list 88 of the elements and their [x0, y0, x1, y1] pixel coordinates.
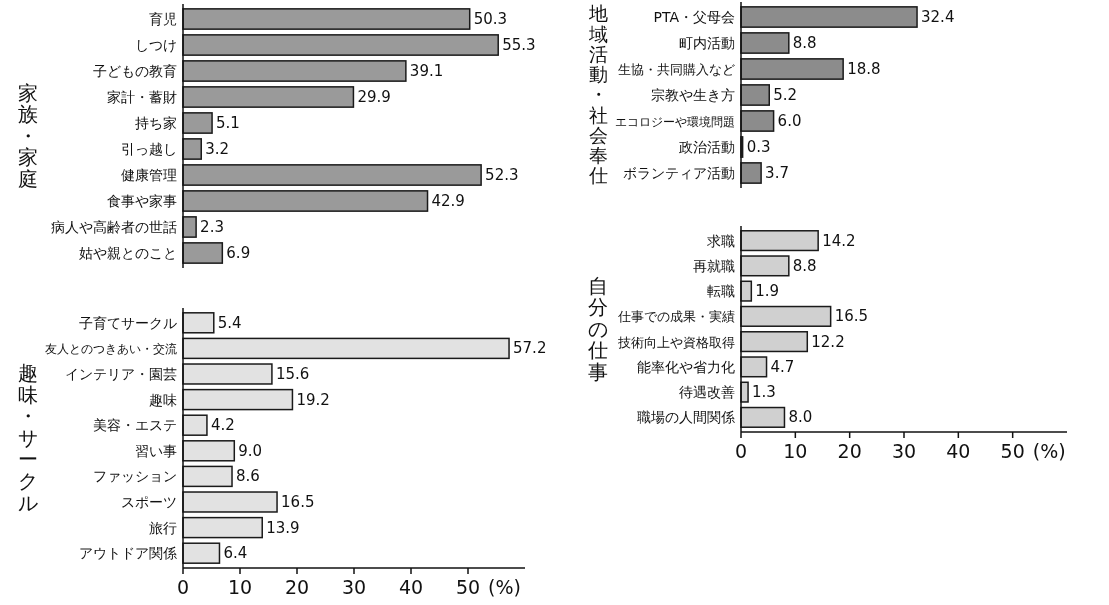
x-tick-label: 10	[783, 440, 808, 462]
data-label: 8.8	[792, 34, 817, 52]
data-label: 29.9	[357, 88, 391, 106]
x-tick-label: 40	[398, 576, 424, 598]
data-label: 5.1	[216, 114, 240, 132]
x-tick-label: 50	[455, 576, 481, 598]
x-tick-label: 30	[341, 576, 367, 598]
data-label: 4.7	[770, 357, 795, 376]
y-tick-label: ボランティア活動	[623, 165, 735, 181]
data-label: 6.9	[226, 244, 251, 262]
x-tick-label: 40	[946, 440, 971, 462]
data-label: 0.3	[746, 138, 771, 156]
data-label: 13.9	[266, 518, 300, 537]
data-label: 6.4	[223, 544, 248, 563]
data-label: 32.4	[921, 8, 955, 26]
y-tick-label: 技術向上や資格取得	[617, 334, 735, 350]
y-tick-label: アウトドア関係	[79, 545, 177, 562]
data-label: 8.0	[788, 408, 813, 427]
data-label: 16.5	[834, 307, 869, 326]
y-tick-label: 生協・共同購入など	[618, 62, 735, 77]
x-tick-label: 10	[227, 576, 253, 598]
data-label: 3.7	[765, 164, 789, 182]
text: 地域活動・社会奉仕	[588, 3, 608, 187]
data-label: 6.0	[777, 112, 802, 130]
y-tick-label: しつけ	[135, 37, 177, 53]
data-label: 42.9	[431, 192, 465, 210]
data-label: 55.3	[502, 36, 536, 54]
data-label: 2.3	[200, 218, 224, 236]
data-label: 16.5	[281, 493, 315, 511]
y-tick-label: ファッション	[93, 468, 177, 485]
y-tick-label: 持ち家	[135, 115, 177, 131]
y-tick-label: 引っ越し	[121, 141, 177, 157]
data-label: 5.4	[217, 313, 242, 332]
y-tick-label: 職場の人間関係	[637, 409, 735, 426]
y-tick-label: 家計・蓄財	[107, 89, 177, 105]
y-tick-label: 子育てサークル	[79, 314, 177, 331]
data-label: 39.1	[409, 62, 444, 80]
data-label: 3.2	[205, 140, 230, 158]
data-label: 9.0	[238, 441, 263, 460]
data-label: 14.2	[822, 231, 856, 250]
x-tick-label: 0	[176, 576, 190, 598]
x-tick-label: 50	[1000, 440, 1025, 462]
y-axis-title: 自分の仕事	[587, 273, 608, 384]
x-tick-label: 0	[734, 440, 748, 462]
data-label: 5.2	[773, 86, 798, 104]
y-tick-label: エコロジーや環境問題	[615, 115, 735, 129]
y-axis-title: 趣味・サークル	[18, 361, 38, 515]
x-tick-label: 20	[837, 440, 862, 462]
x-tick-label: 30	[891, 440, 917, 462]
data-label: 1.3	[752, 383, 776, 402]
data-label: 4.2	[210, 416, 235, 435]
y-tick-label: 旅行	[149, 519, 177, 536]
data-label: 1.9	[755, 282, 780, 301]
data-label: 8.6	[236, 467, 260, 486]
y-tick-label: インテリア・園芸	[65, 366, 177, 382]
data-label: 8.8	[792, 256, 817, 275]
data-label: 18.8	[847, 60, 881, 78]
y-tick-label: 友人とのつきあい・交流	[45, 342, 177, 357]
y-tick-label: 政治活動	[679, 139, 735, 155]
y-tick-label: 育児	[149, 11, 177, 27]
y-tick-label: 姑や親とのこと	[79, 245, 177, 261]
x-axis-title: (%)	[1032, 440, 1066, 462]
y-tick-label: スポーツ	[121, 494, 177, 510]
data-label: 52.3	[485, 166, 519, 184]
y-axis-title: 家族・家庭	[18, 80, 38, 191]
data-label: 12.2	[811, 332, 845, 351]
y-tick-label: 子どもの教育	[93, 63, 177, 79]
y-tick-label: 宗教や生き方	[651, 87, 735, 103]
y-tick-label: 食事や家事	[107, 193, 177, 209]
y-tick-label: 能率化や省力化	[637, 358, 735, 375]
y-tick-label: 再就職	[693, 257, 735, 274]
y-tick-label: 求職	[707, 232, 735, 249]
y-tick-label: 健康管理	[121, 167, 177, 183]
data-label: 15.6	[275, 365, 310, 383]
y-tick-label: 転職	[707, 283, 735, 300]
data-label: 50.3	[473, 10, 508, 28]
y-tick-label: PTA・父母会	[653, 9, 735, 25]
data-label: 57.2	[513, 339, 547, 358]
y-tick-label: 病人や高齢者の世話	[51, 219, 177, 235]
y-tick-label: 趣味	[149, 391, 177, 408]
data-label: 19.2	[296, 390, 330, 409]
y-tick-label: 待遇改善	[679, 384, 735, 401]
y-tick-label: 町内活動	[679, 35, 735, 51]
x-axis-title: (%)	[488, 576, 521, 598]
y-tick-label: 習い事	[135, 442, 177, 459]
y-tick-label: 仕事での成果・実績	[617, 309, 735, 325]
x-tick-label: 20	[284, 576, 310, 598]
y-tick-label: 美容・エステ	[93, 417, 177, 434]
